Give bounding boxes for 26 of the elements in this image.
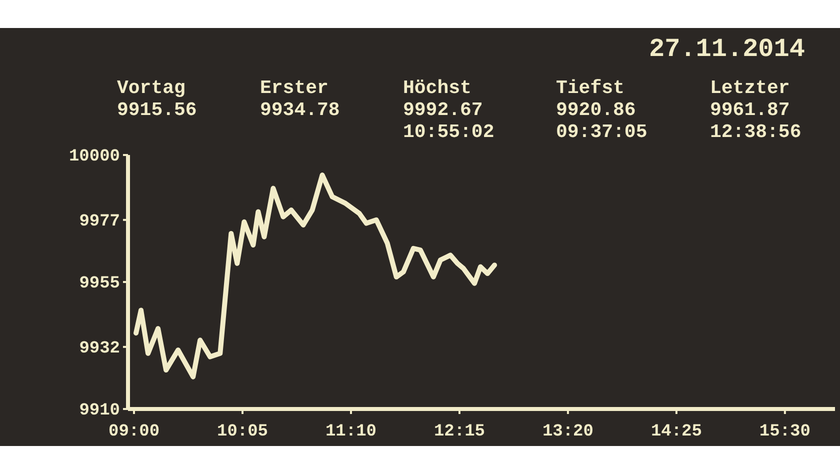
text: Letzter (710, 77, 790, 99)
text: Höchst (403, 77, 472, 99)
text: 9934.78 (260, 99, 340, 121)
text: 09:37:05 (556, 121, 648, 143)
y-tick-label: 9977 (79, 212, 120, 232)
x-tick-label: 13:20 (542, 422, 594, 442)
text: 9992.67 (403, 99, 483, 121)
chart-title: 27.11.2014 (648, 34, 805, 64)
text: Vortag (117, 77, 186, 99)
x-tick-label: 09:00 (108, 422, 160, 442)
x-tick-label: 15:30 (759, 422, 810, 442)
text: 12:38:56 (710, 121, 802, 143)
text: 10:55:02 (403, 121, 494, 143)
y-tick-label: 10000 (68, 147, 120, 166)
text: Erster (260, 77, 328, 99)
text: Tiefst (556, 77, 624, 99)
x-tick-label: 12:15 (434, 422, 485, 442)
y-tick-label: 9955 (79, 274, 120, 294)
text: 9961.87 (710, 99, 790, 121)
x-tick-label: 11:10 (325, 422, 376, 442)
text: 9920.86 (556, 99, 636, 121)
y-tick-label: 9910 (79, 401, 120, 420)
x-tick-label: 14:25 (650, 422, 702, 442)
text: 9915.56 (117, 99, 197, 121)
x-tick-label: 10:05 (216, 422, 268, 442)
y-tick-label: 9932 (79, 339, 120, 358)
